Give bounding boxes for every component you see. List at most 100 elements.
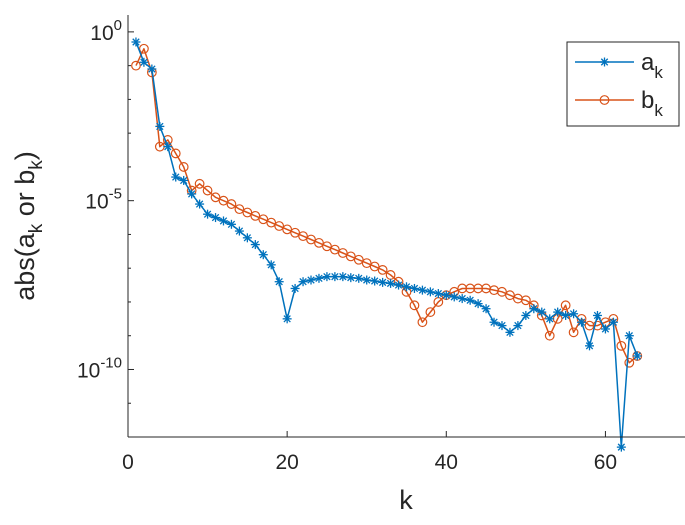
y-tick-label: 10-5: [85, 186, 122, 214]
data-point-a: [290, 283, 300, 293]
data-point-b: [210, 192, 221, 203]
data-point-a: [624, 331, 634, 341]
data-point-a: [155, 121, 165, 131]
data-point-b: [409, 300, 420, 311]
data-point-a: [131, 37, 141, 47]
data-point-a: [537, 307, 547, 317]
legend-entry-a: ak: [575, 49, 663, 82]
data-point-a: [179, 175, 189, 185]
data-point-a: [433, 289, 443, 299]
data-point-a: [139, 57, 149, 67]
data-point-a: [545, 314, 555, 324]
data-point-b: [178, 162, 189, 172]
legend-entry-b: bk: [575, 87, 663, 120]
data-point-a: [218, 216, 228, 226]
data-point-a: [409, 283, 419, 293]
series-a: [131, 37, 642, 452]
data-point-b: [497, 286, 507, 297]
y-axis-label: abs(ak or bk): [10, 151, 47, 301]
data-point-b: [242, 207, 253, 218]
data-point-a: [266, 260, 276, 270]
data-point-b: [473, 283, 484, 294]
data-point-b: [282, 224, 293, 235]
data-point-a: [441, 290, 451, 300]
data-point-b: [592, 320, 603, 331]
data-point-a: [489, 317, 499, 327]
data-point-b: [417, 317, 428, 328]
data-point-a: [569, 309, 579, 319]
data-point-b: [505, 290, 515, 301]
data-point-a: [306, 275, 316, 285]
data-point-a: [465, 295, 475, 305]
x-tick-label: 20: [275, 451, 298, 474]
data-point-b: [560, 300, 571, 311]
data-point-b: [234, 204, 245, 215]
data-point-a: [616, 442, 626, 452]
data-point-a: [585, 341, 595, 351]
data-point-a: [234, 226, 244, 236]
axes: [127, 15, 685, 438]
data-point-a: [163, 142, 173, 152]
data-point-a: [449, 292, 459, 302]
data-point-b: [266, 217, 277, 228]
data-point-b: [345, 251, 356, 262]
data-point-b: [377, 264, 388, 275]
legend-label-b: bk: [641, 87, 663, 120]
data-point-a: [354, 273, 364, 283]
data-point-a: [322, 272, 332, 282]
data-point-a: [600, 324, 610, 334]
data-point-a: [632, 351, 642, 361]
data-point-a: [505, 327, 515, 337]
data-point-a: [187, 189, 197, 199]
data-point-a: [457, 294, 467, 304]
y-tick-label: 100: [90, 17, 122, 45]
data-point-b: [520, 295, 531, 306]
data-point-b: [202, 185, 213, 196]
data-point-a: [402, 282, 411, 292]
data-point-a: [226, 219, 236, 229]
data-point-a: [553, 307, 563, 317]
legend-marker-a: [600, 57, 609, 67]
data-point-b: [226, 199, 237, 209]
data-point-a: [497, 321, 507, 331]
data-point-b: [544, 330, 555, 341]
data-point-a: [561, 310, 571, 320]
data-point-b: [274, 221, 285, 231]
data-point-a: [513, 321, 523, 331]
data-point-a: [147, 64, 157, 74]
data-point-b: [624, 357, 635, 368]
data-point-a: [473, 299, 483, 309]
data-point-b: [258, 214, 269, 225]
data-point-a: [394, 280, 404, 290]
legend: ak bk: [566, 41, 680, 127]
data-point-a: [211, 213, 221, 223]
data-point-b: [194, 178, 205, 189]
data-point-a: [577, 317, 587, 327]
data-point-b: [353, 254, 364, 265]
data-point-a: [298, 277, 308, 287]
legend-marker-b: [599, 95, 610, 105]
data-point-a: [346, 273, 356, 283]
data-point-a: [195, 199, 205, 209]
data-point-a: [386, 278, 396, 288]
x-axis-label: k: [399, 485, 413, 515]
data-point-a: [481, 304, 491, 314]
data-point-b: [568, 327, 579, 338]
data-point-a: [521, 310, 531, 320]
data-point-b: [290, 227, 301, 238]
data-point-a: [592, 310, 602, 320]
data-point-a: [370, 276, 380, 286]
data-point-a: [242, 233, 252, 243]
data-point-b: [139, 43, 149, 54]
data-point-a: [274, 277, 284, 287]
data-point-b: [369, 261, 380, 272]
data-point-b: [361, 258, 372, 269]
data-point-b: [314, 237, 324, 248]
data-point-a: [425, 287, 435, 297]
data-point-a: [529, 304, 539, 314]
data-point-b: [298, 231, 308, 242]
series-b: [131, 43, 643, 368]
x-tick-label: 40: [435, 451, 458, 474]
data-point-b: [306, 234, 316, 245]
